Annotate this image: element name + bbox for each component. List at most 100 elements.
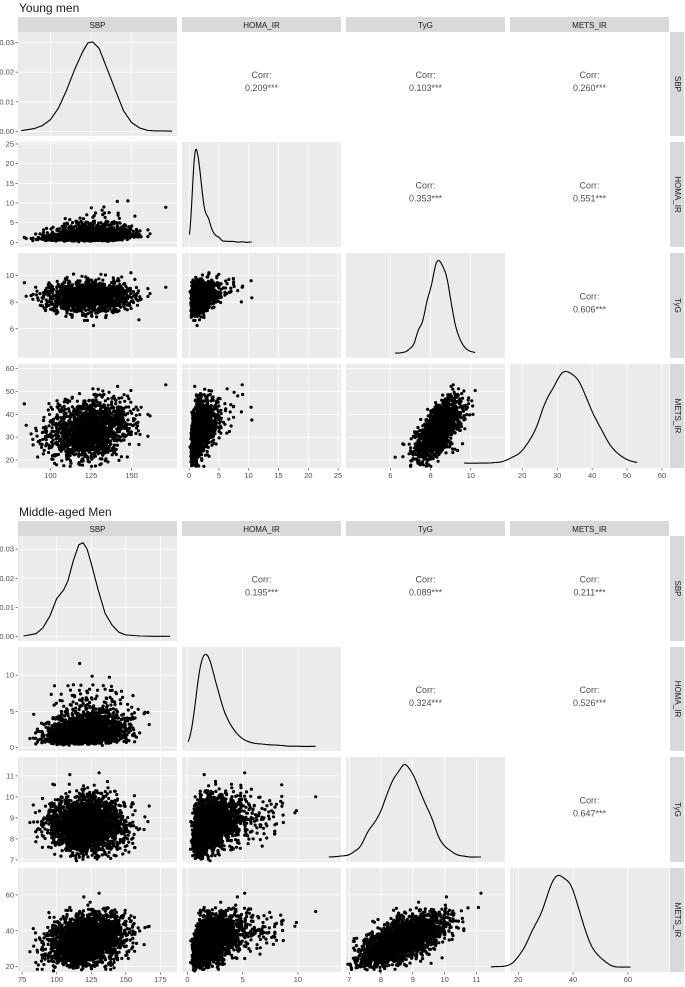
data-point <box>192 318 196 323</box>
data-point <box>40 300 44 304</box>
panel-background <box>18 32 177 136</box>
data-point <box>108 297 112 301</box>
data-point <box>51 297 55 301</box>
row-strip-label-mets-ir: METS_IR <box>673 399 682 434</box>
data-point <box>66 284 70 288</box>
data-point <box>139 235 143 239</box>
data-point <box>103 237 107 241</box>
data-point <box>82 227 86 231</box>
panel-tyg-vs-mets-ir: Corr:0.606*** <box>573 292 607 315</box>
data-point <box>127 225 131 229</box>
column-strip-homa-ir <box>182 17 341 32</box>
data-point <box>42 448 46 452</box>
data-point <box>94 225 98 229</box>
data-point <box>55 303 59 307</box>
data-point <box>68 300 72 304</box>
data-point <box>120 300 124 304</box>
data-point <box>206 301 210 305</box>
data-point <box>202 313 206 317</box>
data-point <box>99 299 103 303</box>
data-point <box>123 223 128 228</box>
data-point <box>241 284 245 288</box>
data-point <box>95 233 99 237</box>
data-point <box>113 290 117 294</box>
data-point <box>42 415 46 419</box>
data-point <box>193 294 197 298</box>
data-point <box>87 294 91 298</box>
data-point <box>57 302 62 306</box>
data-point <box>207 271 211 275</box>
data-point <box>196 314 200 318</box>
data-point <box>34 293 39 297</box>
data-point <box>111 309 116 313</box>
row-strip-homa-ir <box>670 142 684 247</box>
data-point <box>78 289 82 293</box>
data-point <box>76 221 80 225</box>
data-point <box>81 217 86 221</box>
data-point <box>212 305 216 309</box>
data-point <box>71 236 75 240</box>
data-point <box>65 300 69 304</box>
data-point <box>217 272 221 276</box>
data-point <box>146 294 150 299</box>
data-point <box>35 434 39 438</box>
panel-sbp-vs-homa-ir: Corr:0.209*** <box>245 70 279 93</box>
data-point <box>114 233 118 237</box>
data-point <box>129 271 133 275</box>
data-point <box>92 287 96 291</box>
data-point <box>91 238 95 242</box>
data-point <box>77 232 81 236</box>
data-point <box>103 273 107 277</box>
data-point <box>194 305 198 310</box>
data-point <box>214 295 218 299</box>
data-point <box>146 235 150 239</box>
data-point <box>78 216 82 220</box>
data-point <box>148 232 152 236</box>
data-point <box>126 199 130 203</box>
corr-label: Corr: <box>580 70 600 80</box>
data-point <box>111 237 115 241</box>
data-point <box>77 305 81 309</box>
data-point <box>110 280 114 285</box>
data-point <box>110 301 114 305</box>
data-point <box>50 440 54 444</box>
data-point <box>66 303 71 307</box>
data-point <box>232 282 236 286</box>
panel-mets-ir-vs-sbp <box>18 364 177 468</box>
corr-label: Corr: <box>580 292 600 302</box>
data-point <box>191 291 195 295</box>
data-point <box>99 272 103 276</box>
data-point <box>135 303 140 307</box>
data-point <box>223 290 227 294</box>
data-point <box>236 289 240 293</box>
data-point <box>164 205 168 209</box>
data-point <box>72 233 76 237</box>
data-point <box>57 296 62 300</box>
data-point <box>106 289 110 293</box>
data-point <box>164 285 168 289</box>
corr-value: 0.353*** <box>409 194 443 204</box>
data-point <box>122 302 127 306</box>
data-point <box>146 228 150 232</box>
data-point <box>113 300 117 304</box>
data-point <box>117 458 121 462</box>
data-point <box>129 306 133 311</box>
data-point <box>72 307 76 311</box>
data-point <box>117 216 121 220</box>
data-point <box>114 310 118 314</box>
data-point <box>96 238 100 243</box>
data-point <box>84 283 88 287</box>
data-point <box>68 234 72 238</box>
data-point <box>62 285 66 289</box>
data-point <box>84 301 88 305</box>
data-point <box>194 283 198 287</box>
data-point <box>65 288 69 292</box>
data-point <box>104 315 108 320</box>
data-point <box>107 211 111 215</box>
data-point <box>121 287 125 291</box>
young-men-title: Young men <box>19 1 79 15</box>
data-point <box>45 286 49 290</box>
data-point <box>131 290 136 294</box>
data-point <box>91 280 95 284</box>
data-point <box>56 292 60 296</box>
